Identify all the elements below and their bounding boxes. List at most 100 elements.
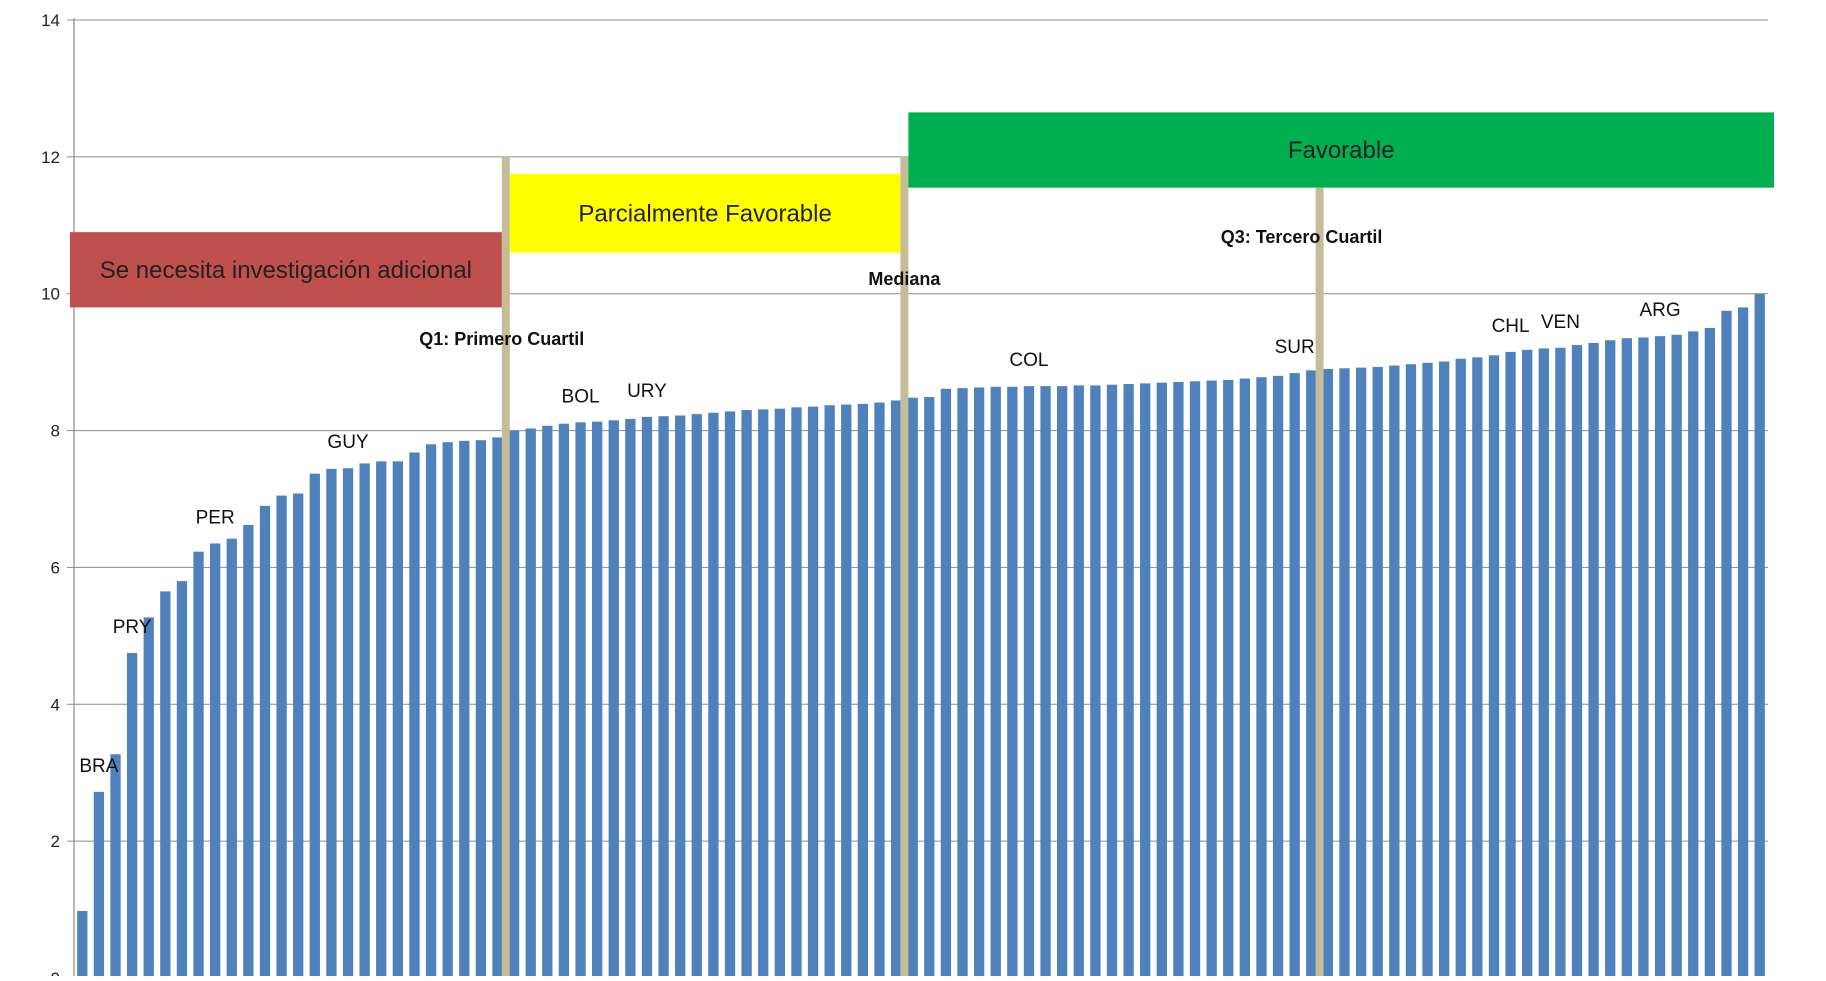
- country-label: GUY: [327, 432, 369, 453]
- bar-55: [973, 387, 985, 977]
- bar-62: [1090, 385, 1101, 977]
- bar-21: [409, 452, 420, 977]
- bar-6: [160, 591, 171, 977]
- bar-85: [1472, 357, 1483, 977]
- bar-31: [575, 422, 586, 977]
- bar-81: [1405, 364, 1417, 978]
- bar-71: [1239, 378, 1251, 978]
- bar-61: [1073, 385, 1084, 977]
- bar-83: [1438, 361, 1450, 977]
- marker-line-3: [1315, 187, 1324, 977]
- bar-27: [508, 430, 520, 978]
- bar-41: [741, 410, 752, 977]
- marker-line-2: [900, 156, 909, 977]
- bar-78: [1355, 367, 1367, 977]
- marker-label: Mediana: [868, 269, 941, 289]
- bar-1: [77, 910, 88, 977]
- bar-14: [293, 493, 304, 977]
- bar-86: [1488, 355, 1500, 977]
- y-tick-label: 2: [51, 832, 60, 851]
- quartile-markers: Q1: Primero Cuartil Mediana Q3: Tercero Cu…: [419, 156, 1383, 977]
- bar-33: [608, 420, 619, 977]
- bar-28: [525, 428, 536, 978]
- bar-29: [542, 425, 553, 977]
- bar-19: [376, 461, 387, 978]
- country-label: SUR: [1275, 337, 1315, 358]
- bar-4: [126, 652, 138, 977]
- bar-96: [1654, 336, 1666, 977]
- bar-88: [1522, 349, 1533, 978]
- country-label: PRY: [113, 617, 152, 638]
- bar-99: [1704, 327, 1716, 977]
- bar-90: [1555, 347, 1566, 978]
- category-bands: Se necesita investigación adicional Parci…: [70, 112, 1774, 308]
- marker-label: Q3: Tercero Cuartil: [1221, 227, 1383, 247]
- bar-17: [342, 468, 354, 977]
- y-tick-label: 10: [41, 285, 60, 304]
- bar-80: [1389, 365, 1400, 977]
- bar-87: [1505, 351, 1516, 978]
- bar-20: [392, 461, 404, 978]
- bar-30: [558, 423, 570, 977]
- y-tick-label: 8: [51, 422, 60, 441]
- bar-44: [791, 407, 802, 977]
- bar-65: [1140, 383, 1151, 977]
- band-2: [509, 173, 901, 253]
- bar-40: [724, 411, 736, 977]
- bar-51: [907, 397, 918, 977]
- bar-98: [1688, 331, 1699, 978]
- bar-57: [1007, 386, 1018, 978]
- bar-76: [1322, 368, 1334, 977]
- y-tick-label: 14: [41, 11, 60, 30]
- bar-16: [326, 468, 337, 977]
- bar-34: [625, 418, 636, 977]
- country-label: COL: [1009, 350, 1048, 371]
- bar-36: [658, 416, 669, 977]
- bar-102: [1754, 293, 1765, 977]
- bar-64: [1123, 384, 1134, 977]
- bar-60: [1057, 386, 1068, 977]
- bar-13: [276, 495, 287, 977]
- bar-45: [807, 406, 819, 977]
- bar-93: [1605, 340, 1616, 977]
- bars: [77, 293, 1765, 978]
- y-tick-label: 12: [41, 148, 60, 167]
- bar-92: [1588, 342, 1599, 977]
- bar-101: [1737, 307, 1749, 977]
- bar-48: [857, 403, 869, 977]
- bar-24: [459, 440, 470, 978]
- band-1: [70, 232, 502, 308]
- bar-54: [957, 388, 968, 977]
- bar-32: [591, 421, 603, 977]
- country-label: BRA: [79, 756, 118, 777]
- y-tick-label: 6: [51, 558, 60, 577]
- country-label: ARG: [1639, 300, 1680, 321]
- bar-38: [691, 414, 702, 977]
- marker-line-1: [501, 156, 510, 977]
- bar-22: [425, 444, 437, 977]
- band-label: Se necesita investigación adicional: [100, 257, 472, 284]
- bar-43: [774, 408, 785, 977]
- bar-3: [110, 754, 121, 977]
- bar-82: [1422, 362, 1433, 977]
- bar-77: [1339, 368, 1350, 978]
- country-label: URY: [627, 381, 667, 402]
- band-label: Parcialmente Favorable: [578, 200, 831, 227]
- bar-79: [1372, 366, 1383, 977]
- bar-70: [1223, 379, 1234, 977]
- bar-52: [924, 397, 935, 977]
- bar-47: [841, 404, 852, 977]
- bar-75: [1306, 370, 1317, 978]
- bar-97: [1671, 334, 1682, 977]
- bar-7: [176, 581, 188, 977]
- bar-95: [1638, 337, 1649, 978]
- y-tick-label: 0: [51, 969, 60, 976]
- bar-53: [940, 388, 952, 978]
- bar-59: [1040, 386, 1051, 977]
- bar-94: [1621, 338, 1632, 977]
- bar-15: [309, 473, 320, 977]
- bar-9: [210, 543, 221, 977]
- band-label: Favorable: [1288, 137, 1395, 164]
